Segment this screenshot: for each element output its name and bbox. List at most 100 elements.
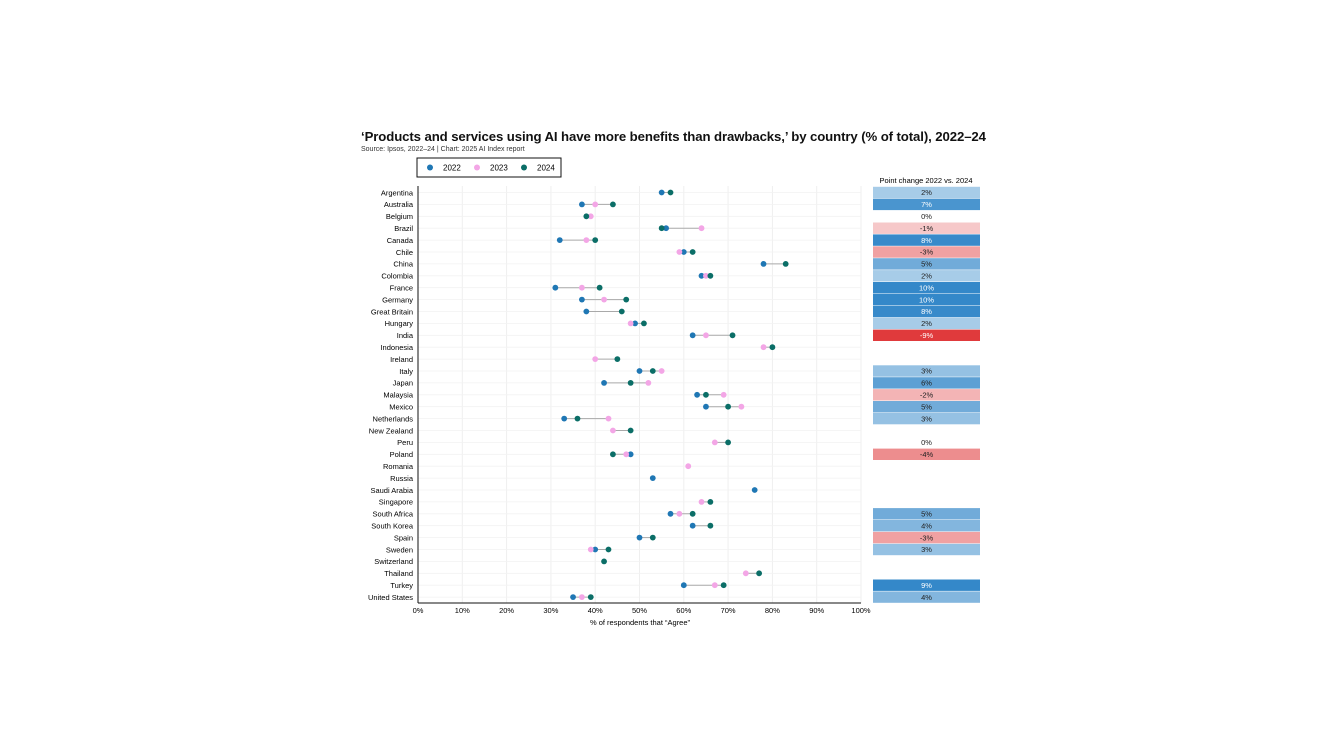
point-2023 [698,225,705,232]
point-2022 [556,237,563,244]
point-2024 [623,296,630,303]
change-value: 7% [921,200,932,209]
change-cell [873,246,980,258]
point-2024 [649,534,656,541]
gridlines [418,186,862,603]
point-2022 [663,225,669,232]
point-2022 [579,296,585,303]
point-2024 [601,558,607,565]
country-label: Australia [384,200,414,209]
point-2022 [689,522,696,529]
legend-label-2022: 2022 [443,164,461,173]
point-2024 [689,249,696,255]
country-label: Turkey [390,581,413,590]
country-label: France [390,284,413,293]
change-cell [873,198,980,211]
change-cell [873,186,980,199]
change-column-header: Point change 2022 vs. 2024 [880,176,973,185]
change-value: 8% [921,307,932,316]
point-2022 [658,189,665,196]
point-2024 [592,237,599,244]
point-2023 [703,332,709,339]
point-2024 [658,225,665,232]
point-2024 [703,391,709,398]
change-cell [873,293,980,306]
change-value: 3% [921,414,932,423]
point-2022 [627,451,634,458]
point-2023 [623,451,630,458]
point-2022 [579,201,585,208]
change-cell [873,543,980,556]
country-label: Romania [383,462,414,471]
point-2023 [645,380,652,386]
point-2024 [689,510,696,517]
point-2023 [711,582,718,589]
change-cell [873,234,980,246]
x-tick-label: 70% [721,606,736,615]
legend-marker-2022 [427,164,433,171]
point-2022 [698,272,705,279]
chart-source: Source: Ipsos, 2022–24 | Chart: 2025 AI … [361,146,525,153]
point-2023 [698,499,705,505]
country-label: Poland [390,450,413,459]
change-value: 5% [921,260,932,269]
country-label: Chile [396,248,413,257]
point-2024 [725,439,731,446]
change-cell [873,508,980,520]
point-2024 [614,356,621,362]
change-cell [873,270,980,282]
country-label: Switzerland [374,557,413,566]
change-value: 2% [921,272,932,281]
point-2024 [782,261,789,267]
legend-marker-2024 [521,164,527,171]
point-2024 [769,344,776,351]
country-label: Colombia [381,272,414,281]
country-label: Russia [390,474,414,483]
axes: 0% 10% 20% 30% 40% 50% 60% 70% 80% 90% 100% [413,186,871,615]
point-2023 [610,427,616,434]
x-tick-label: 20% [499,606,514,615]
point-2023 [738,403,745,410]
change-value: -2% [920,391,934,400]
point-2024 [756,570,763,577]
change-cell [873,222,980,234]
change-cell [873,377,980,389]
change-cell [873,448,980,460]
country-label: Singapore [379,498,413,507]
point-2022 [760,261,767,267]
point-2023 [627,320,634,327]
change-value: 10% [919,283,934,292]
point-2023 [592,356,599,362]
change-cell [873,317,980,330]
point-2023 [579,284,585,291]
change-value: 10% [919,295,934,304]
point-2023 [587,213,594,220]
point-2022 [703,403,709,410]
x-tick-label: 40% [588,606,603,615]
x-tick-label: 80% [765,606,780,615]
legend-label-2024: 2024 [537,164,555,173]
change-value: -1% [920,224,934,233]
point-2024 [583,213,590,220]
point-2022 [751,487,758,493]
x-tick-label: 50% [632,606,647,615]
country-label: China [393,260,413,269]
change-cell [873,531,980,544]
change-cell [873,365,980,377]
country-label: Peru [397,438,413,447]
country-label: New Zealand [369,426,413,435]
point-2022 [570,594,576,600]
change-value: 5% [921,510,932,519]
change-cell [873,401,980,413]
change-cell [873,258,980,270]
point-2023 [760,344,767,351]
point-2023 [592,201,599,208]
x-tick-label: 90% [809,606,824,615]
point-2023 [658,368,665,374]
country-label: Brazil [394,224,413,233]
point-2022 [680,249,687,255]
country-label: Great Britain [371,307,413,316]
point-2023 [711,439,718,446]
point-2024 [596,284,603,291]
x-tick-label: 30% [543,606,558,615]
